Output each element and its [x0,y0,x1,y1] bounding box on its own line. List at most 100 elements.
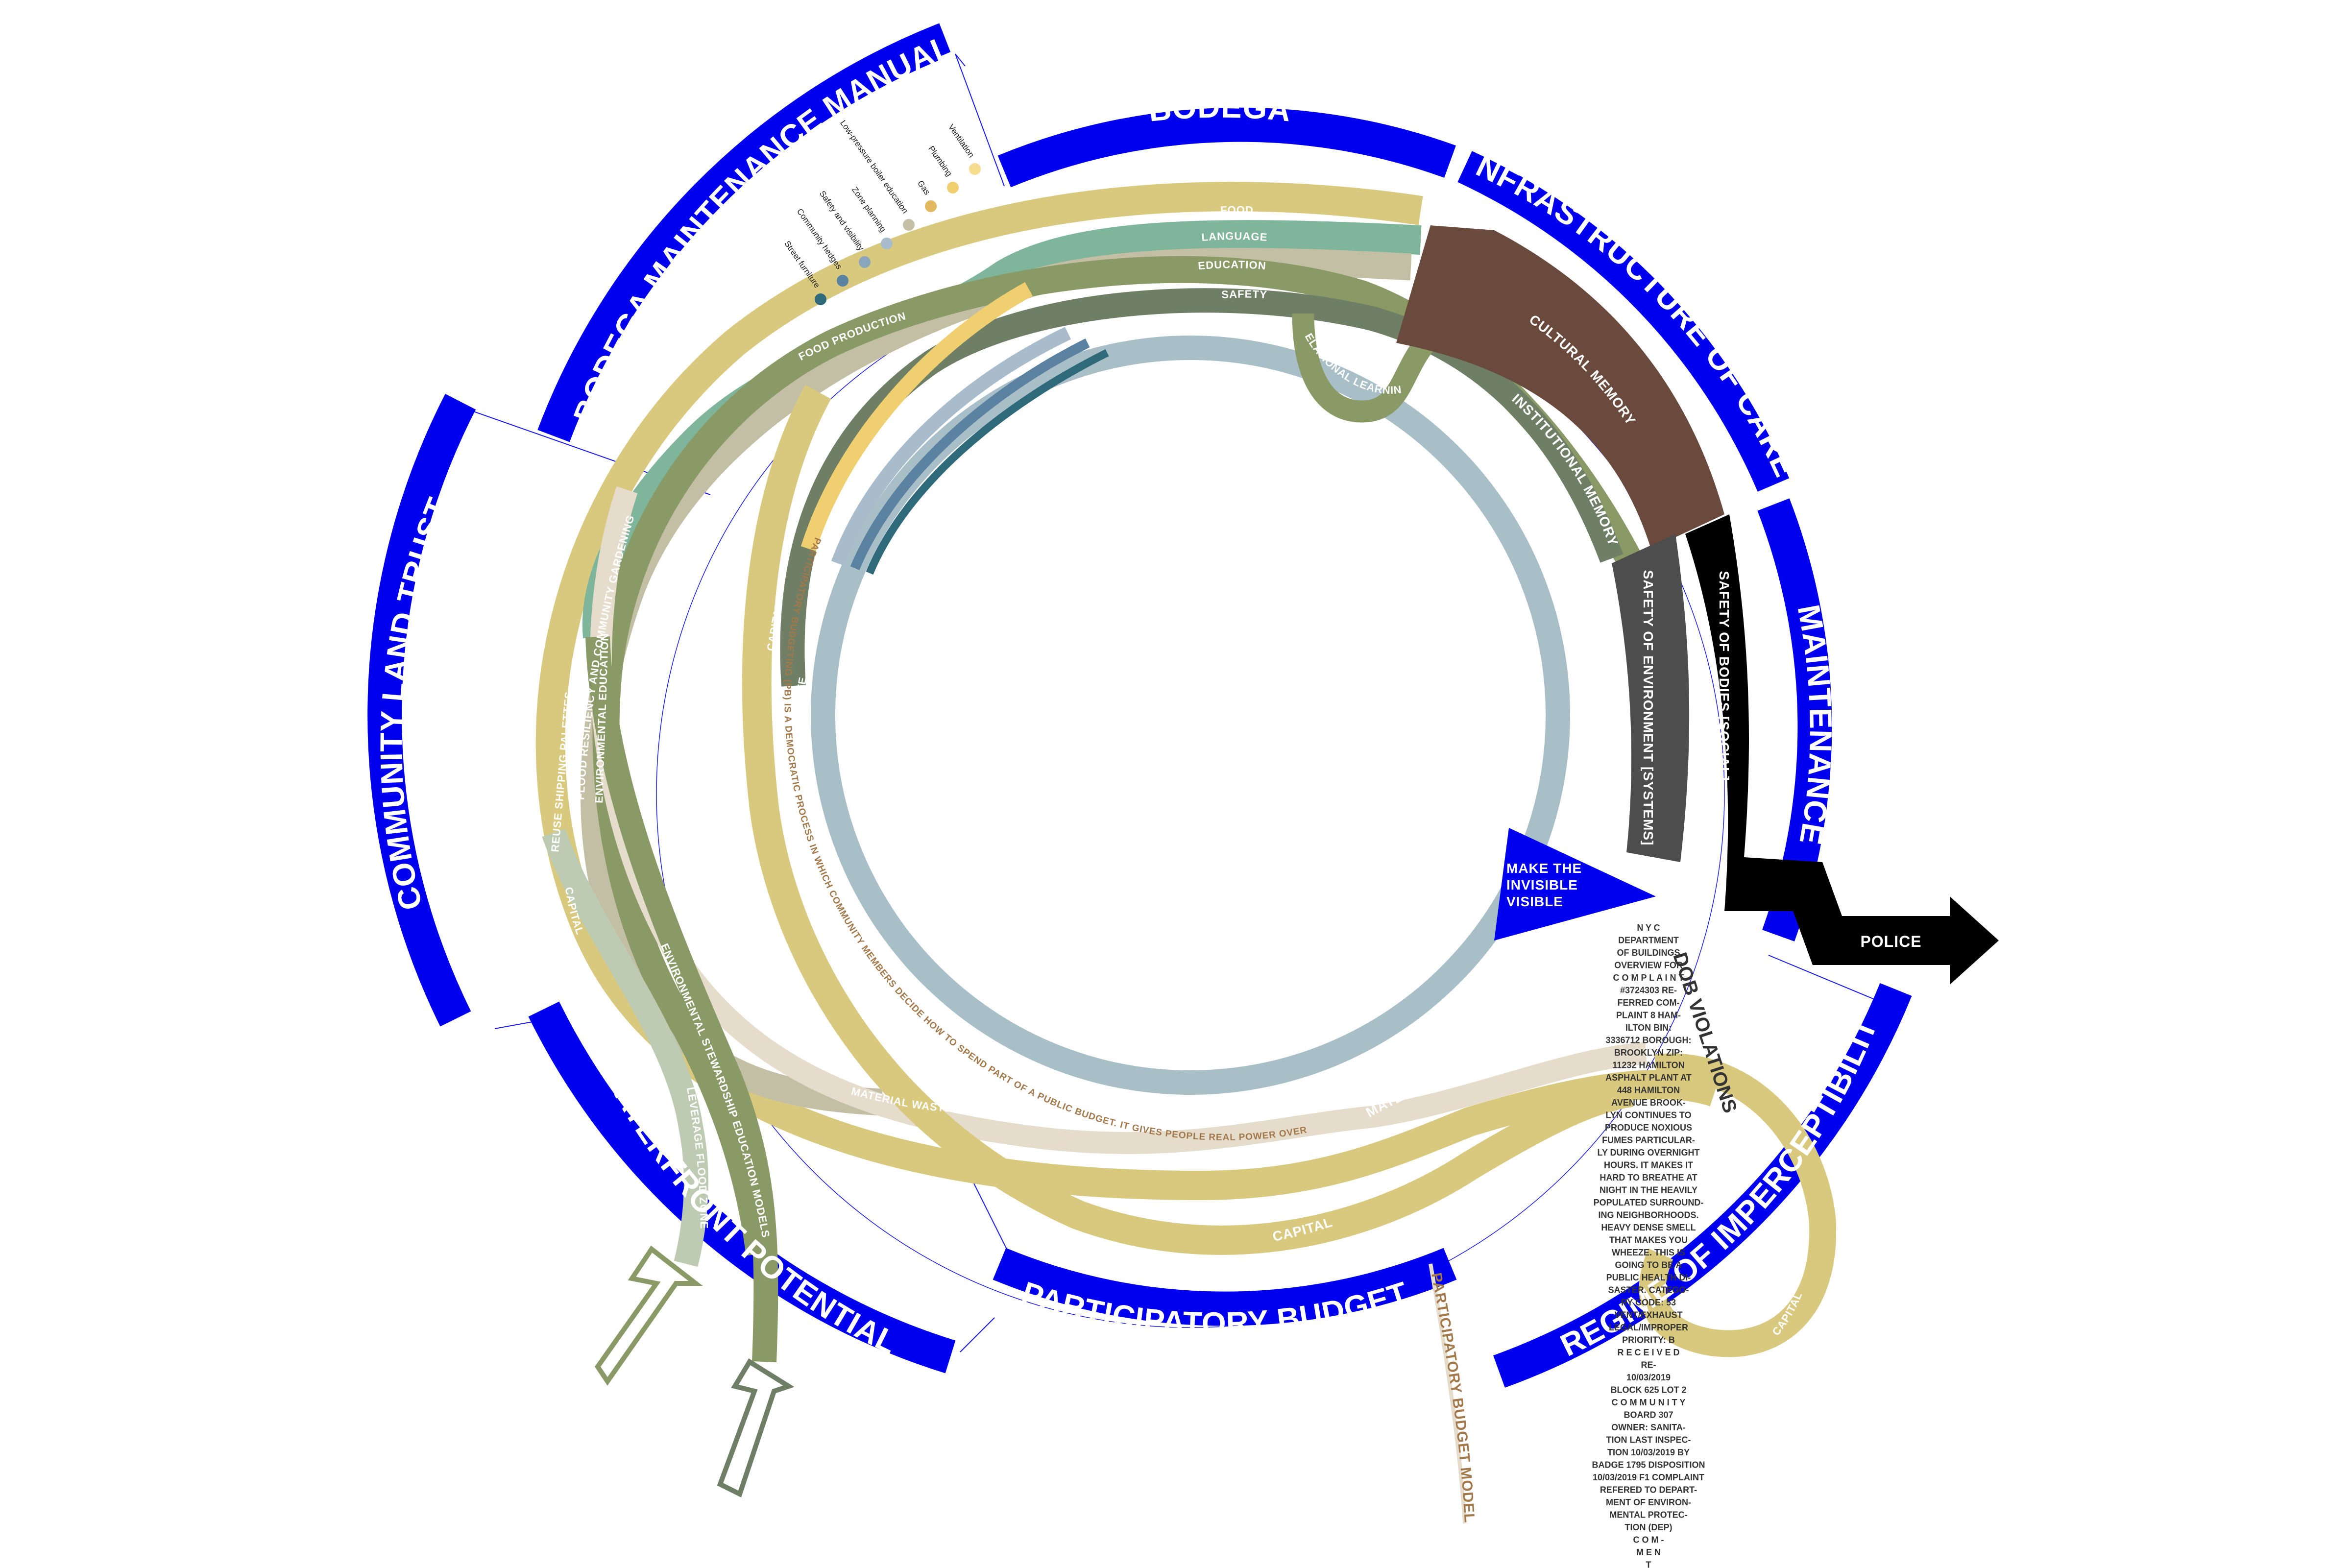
leverage-stem [542,828,708,1267]
safety-bodies-wedge [1685,514,1999,985]
dob-line: DEPARTMENT [1618,936,1679,945]
safety-env-wedge [1612,534,1690,862]
dob-line: NIGHT IN THE HEAVILY [1600,1185,1697,1195]
segment-pb-arc [993,1248,1457,1326]
right-wedges [1396,225,1999,985]
label-food: FOOD [1220,204,1254,217]
dob-line: TION LAST INSPEC- [1606,1435,1691,1445]
legend-label: Plumbing [926,144,954,178]
legend-label: Ventilation [946,122,976,159]
pb-model-stem [1429,1263,1467,1524]
label-safety-bodies: SAFETY OF BODIES [SOCIAL] [1717,571,1732,781]
yellow-inner-band [800,282,1033,551]
legend-label: Gas [916,179,932,196]
make-invisible-line-1: MAKE THE [1506,861,1582,876]
dob-line: MENTAL PROTEC- [1609,1510,1687,1520]
legend-dot [969,163,981,175]
dob-line: PLAINT 8 HAM- [1616,1011,1681,1020]
dob-line: PRIORITY: B [1622,1335,1675,1345]
legend-dot [925,200,937,212]
teal-inner-band [866,349,1109,575]
dob-line: HEAVY DENSE SMELL [1601,1223,1696,1232]
dob-line: WHEEZE. THIS IS [1612,1248,1685,1257]
dob-line: M E N [1636,1547,1661,1557]
make-invisible-arrow [1494,828,1656,941]
dob-line: LY DURING OVERNIGHT [1597,1148,1699,1158]
legend-dot [859,256,871,268]
dob-line: OWNER: SANITA- [1611,1423,1686,1432]
stewardship-stem [585,636,778,1362]
make-invisible-line-3: VISIBLE [1506,894,1563,909]
dob-line: ASPHALT PLANT AT [1605,1073,1692,1083]
legend-dot [837,275,848,287]
dob-line: ILTON BIN: [1625,1023,1672,1033]
relational-learning-band [1292,313,1434,423]
label-bodega: BODEGA [1147,89,1292,128]
dob-line: 3336712 BOROUGH: [1605,1036,1691,1045]
dob-line: C O M - [1633,1535,1664,1545]
legend-label: Low-pressure boiler education [838,119,910,215]
leverage-arrow-icon [594,1245,703,1386]
segment-manual-arc [537,23,952,442]
stewardship-arrow-icon [717,1358,795,1498]
dob-line: C O M P L A I N T [1613,973,1684,983]
dob-line: GOING TO BE A [1615,1260,1682,1270]
pb-model-label: PARTICIPATORY BUDGET MODEL [1428,1271,1478,1523]
dob-line: C O M M U N I T Y [1612,1398,1686,1407]
legend-dot [881,238,893,249]
dob-line: LYN CONTINUES TO [1605,1110,1691,1120]
dob-line: 10/03/2019 [1626,1373,1671,1382]
dob-line: #3724303 RE- [1620,986,1677,995]
dob-line: RE- [1641,1360,1656,1370]
dob-line: 448 HAMILTON [1617,1086,1680,1095]
dob-line: 11232 HAMILTON [1612,1061,1684,1070]
dob-line: MENT OF ENVIRON- [1606,1497,1691,1507]
legend-dot [903,219,915,231]
label-community: COMMUNITY [1208,315,1281,329]
dob-line: FUMES PARTICULAR- [1602,1135,1695,1145]
dob-line: OF BUILDINGS [1617,948,1680,958]
dob-line: R E C E I V E D [1617,1348,1679,1357]
legend-dot [815,293,826,305]
label-safety-env: SAFETY OF ENVIRONMENT [SYSTEMS] [1641,570,1656,846]
dob-line: BLOCK 625 LOT 2 [1610,1385,1686,1395]
cultural-memory-wedge [1396,225,1724,549]
capital-bottom-band [742,385,1634,1255]
capital-loop [1639,1053,1837,1357]
segment-infrastructure-arc [1457,151,1790,492]
dob-line: BOARD 307 [1624,1410,1673,1420]
dob-line: T [1646,1560,1651,1568]
dob-line: VENT/EXHAUST [1614,1310,1682,1320]
segment-waterfront-arc [528,1001,956,1374]
dob-line: 10/03/2019 F1 COMPLAINT [1593,1472,1704,1482]
bluegray-inner-band [831,327,1071,566]
segment-clt-arc [367,394,476,1027]
bottom-arrows [594,1245,795,1498]
dob-line: RY CODE: 53 [1621,1298,1676,1307]
segment-regime-arc [1493,983,1912,1388]
dob-line: N Y C [1637,923,1660,933]
dob-line: OVERVIEW FOR [1614,961,1683,970]
dob-line: BADGE 1795 DISPOSITION [1592,1460,1705,1470]
label-support: SUPPORT AND INVESTMENT [1155,163,1319,181]
dob-line: POPULATED SURROUND- [1594,1198,1704,1207]
legend-dot [947,182,959,193]
dob-line: REFERED TO DEPART- [1600,1485,1697,1495]
community-ring [811,336,1570,1095]
dob-line: HOURS. IT MAKES IT [1604,1160,1693,1170]
legend-label: Zone planning [850,185,888,234]
dob-line: TION (DEP) [1625,1522,1673,1532]
dob-line: ING NEIGHBORHOODS. [1598,1210,1698,1220]
flow-bands [535,182,1837,1524]
dob-line: AVENUE BROOK- [1611,1098,1686,1108]
dob-line: BROOKLYN ZIP: [1614,1048,1683,1058]
blue-inner-band [850,338,1090,570]
dob-line: PRODUCE NOXIOUS [1605,1123,1692,1133]
dob-line: TION 10/03/2019 BY [1607,1447,1690,1457]
make-invisible-line-2: INVISIBLE [1506,877,1578,893]
dob-line: LEGAL/IMPROPER [1609,1323,1688,1332]
dob-line: SASTER. CATEGO- [1608,1285,1689,1295]
label-education: EDUCATION [1197,258,1266,272]
